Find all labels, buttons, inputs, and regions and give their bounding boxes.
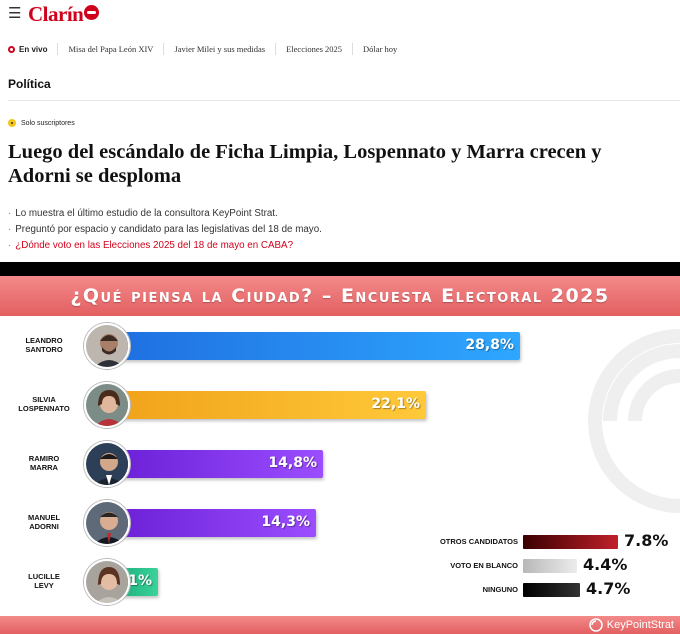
other-label: OTROS CANDIDATOS xyxy=(439,537,518,546)
top-bar: ☰ Clarín xyxy=(0,0,680,28)
bar-santoro: 28,8% xyxy=(112,332,520,360)
candidate-row: LEANDRO SANTORO 28,8% xyxy=(0,323,560,369)
hamburger-icon[interactable]: ☰ xyxy=(8,5,22,22)
nav-live-label: En vivo xyxy=(19,44,48,54)
avatar xyxy=(84,382,130,428)
live-dot-icon xyxy=(8,45,15,53)
other-bar xyxy=(523,583,580,597)
subscriber-badge-label: Solo suscriptores xyxy=(21,119,75,127)
bar-adorni: 14,3% xyxy=(112,509,316,537)
bar-value-label: 22,1% xyxy=(371,396,420,412)
other-label: NINGUNO xyxy=(482,585,518,594)
nav-item-dolar[interactable]: Dólar hoy xyxy=(363,44,398,54)
summary-link[interactable]: · ¿Dónde voto en las Elecciones 2025 del … xyxy=(8,240,294,251)
bar-value-label: 28,8% xyxy=(465,337,514,353)
candidate-name: SILVIA LOSPENNATO xyxy=(18,395,70,413)
candidate-row: RAMIRO MARRA 14,8% xyxy=(0,441,560,487)
other-value: 7.8% xyxy=(624,531,669,550)
logo-mark-icon xyxy=(84,5,100,20)
candidate-name: RAMIRO MARRA xyxy=(28,454,60,472)
bar-lospennato: 22,1% xyxy=(112,391,426,419)
other-value: 4.4% xyxy=(583,555,628,574)
subscriber-icon xyxy=(8,119,16,127)
avatar xyxy=(84,559,130,605)
other-value: 4.7% xyxy=(586,579,631,598)
divider xyxy=(8,100,680,101)
candidate-name: LEANDRO SANTORO xyxy=(25,336,63,354)
avatar xyxy=(84,323,130,369)
candidate-row: LUCILLE LEVY 3,1% xyxy=(0,559,560,605)
bar-value-label: 14,3% xyxy=(261,514,310,530)
other-bar xyxy=(523,535,618,549)
poll-graphic: ¿Qué piensa la Ciudad? – Encuesta Electo… xyxy=(0,276,680,634)
summary-list: · Lo muestra el último estudio de la cons… xyxy=(8,206,322,254)
subscriber-badge: Solo suscriptores xyxy=(8,119,75,127)
keypoint-brand-label: KeyPointStrat xyxy=(606,619,674,631)
other-bar xyxy=(523,559,577,573)
nav-live[interactable]: En vivo xyxy=(8,43,59,55)
article-area: ☰ Clarín En vivo Misa del Papa León XIV … xyxy=(0,0,680,262)
nav-item-milei[interactable]: Javier Milei y sus medidas xyxy=(164,43,277,55)
headline: Luego del escándalo de Ficha Limpia, Los… xyxy=(8,141,602,187)
keypoint-watermark-icon xyxy=(588,329,680,513)
nav-item-elecciones[interactable]: Elecciones 2025 xyxy=(276,43,354,55)
keypoint-brand: KeyPointStrat xyxy=(588,618,674,632)
summary-item: · Lo muestra el último estudio de la cons… xyxy=(8,208,278,219)
clarin-logo[interactable]: Clarín xyxy=(28,2,100,27)
nav-item-misa[interactable]: Misa del Papa León XIV xyxy=(58,43,165,55)
candidate-name: LUCILLE LEVY xyxy=(28,572,60,590)
poll-title-bar: ¿Qué piensa la Ciudad? – Encuesta Electo… xyxy=(0,276,680,316)
nav-bar: En vivo Misa del Papa León XIV Javier Mi… xyxy=(0,36,680,62)
bar-value-label: 14,8% xyxy=(268,455,317,471)
bar-marra: 14,8% xyxy=(112,450,323,478)
other-row-otros: OTROS CANDIDATOS 7.8% xyxy=(380,531,680,553)
poll-footer: KeyPointStrat xyxy=(0,616,680,634)
other-row-blanco: VOTO EN BLANCO 4.4% xyxy=(380,555,680,577)
divider-band xyxy=(0,262,680,276)
candidate-name: MANUEL ADORNI xyxy=(27,513,61,531)
summary-item: · Preguntó por espacio y candidato para l… xyxy=(8,224,322,235)
candidate-row: SILVIA LOSPENNATO 22,1% xyxy=(0,382,560,428)
avatar xyxy=(84,500,130,546)
section-title[interactable]: Política xyxy=(8,77,51,91)
keypoint-logo-icon xyxy=(588,618,603,632)
other-row-ninguno: NINGUNO 4.7% xyxy=(380,579,680,601)
candidate-row: MANUEL ADORNI 14,3% xyxy=(0,500,560,546)
avatar xyxy=(84,441,130,487)
poll-title: ¿Qué piensa la Ciudad? – Encuesta Electo… xyxy=(70,285,610,307)
other-label: VOTO EN BLANCO xyxy=(450,561,518,570)
